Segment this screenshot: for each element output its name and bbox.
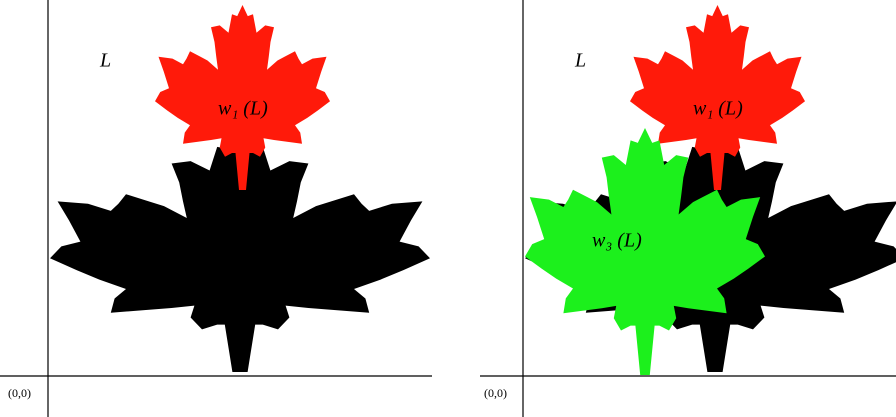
origin-label: (0,0): [8, 386, 31, 400]
set-label: L: [99, 50, 111, 72]
map-label: w₃ (L): [592, 230, 642, 252]
origin-label: (0,0): [484, 386, 507, 400]
map-label: w₁ (L): [218, 98, 268, 120]
left-panel: L w₁ (L) (0,0): [0, 0, 432, 417]
right-panel: L w₁ (L) w₃ (L) (0,0): [480, 0, 896, 417]
set-label: L: [574, 50, 586, 72]
diagram: L w₁ (L) (0,0) L w₁ (L) w₃ (L) (0,0): [0, 0, 896, 417]
page: L w₁ (L) (0,0) L w₁ (L) w₃ (L) (0,0) (()…: [0, 0, 896, 417]
map-label: w₁ (L): [693, 98, 743, 120]
